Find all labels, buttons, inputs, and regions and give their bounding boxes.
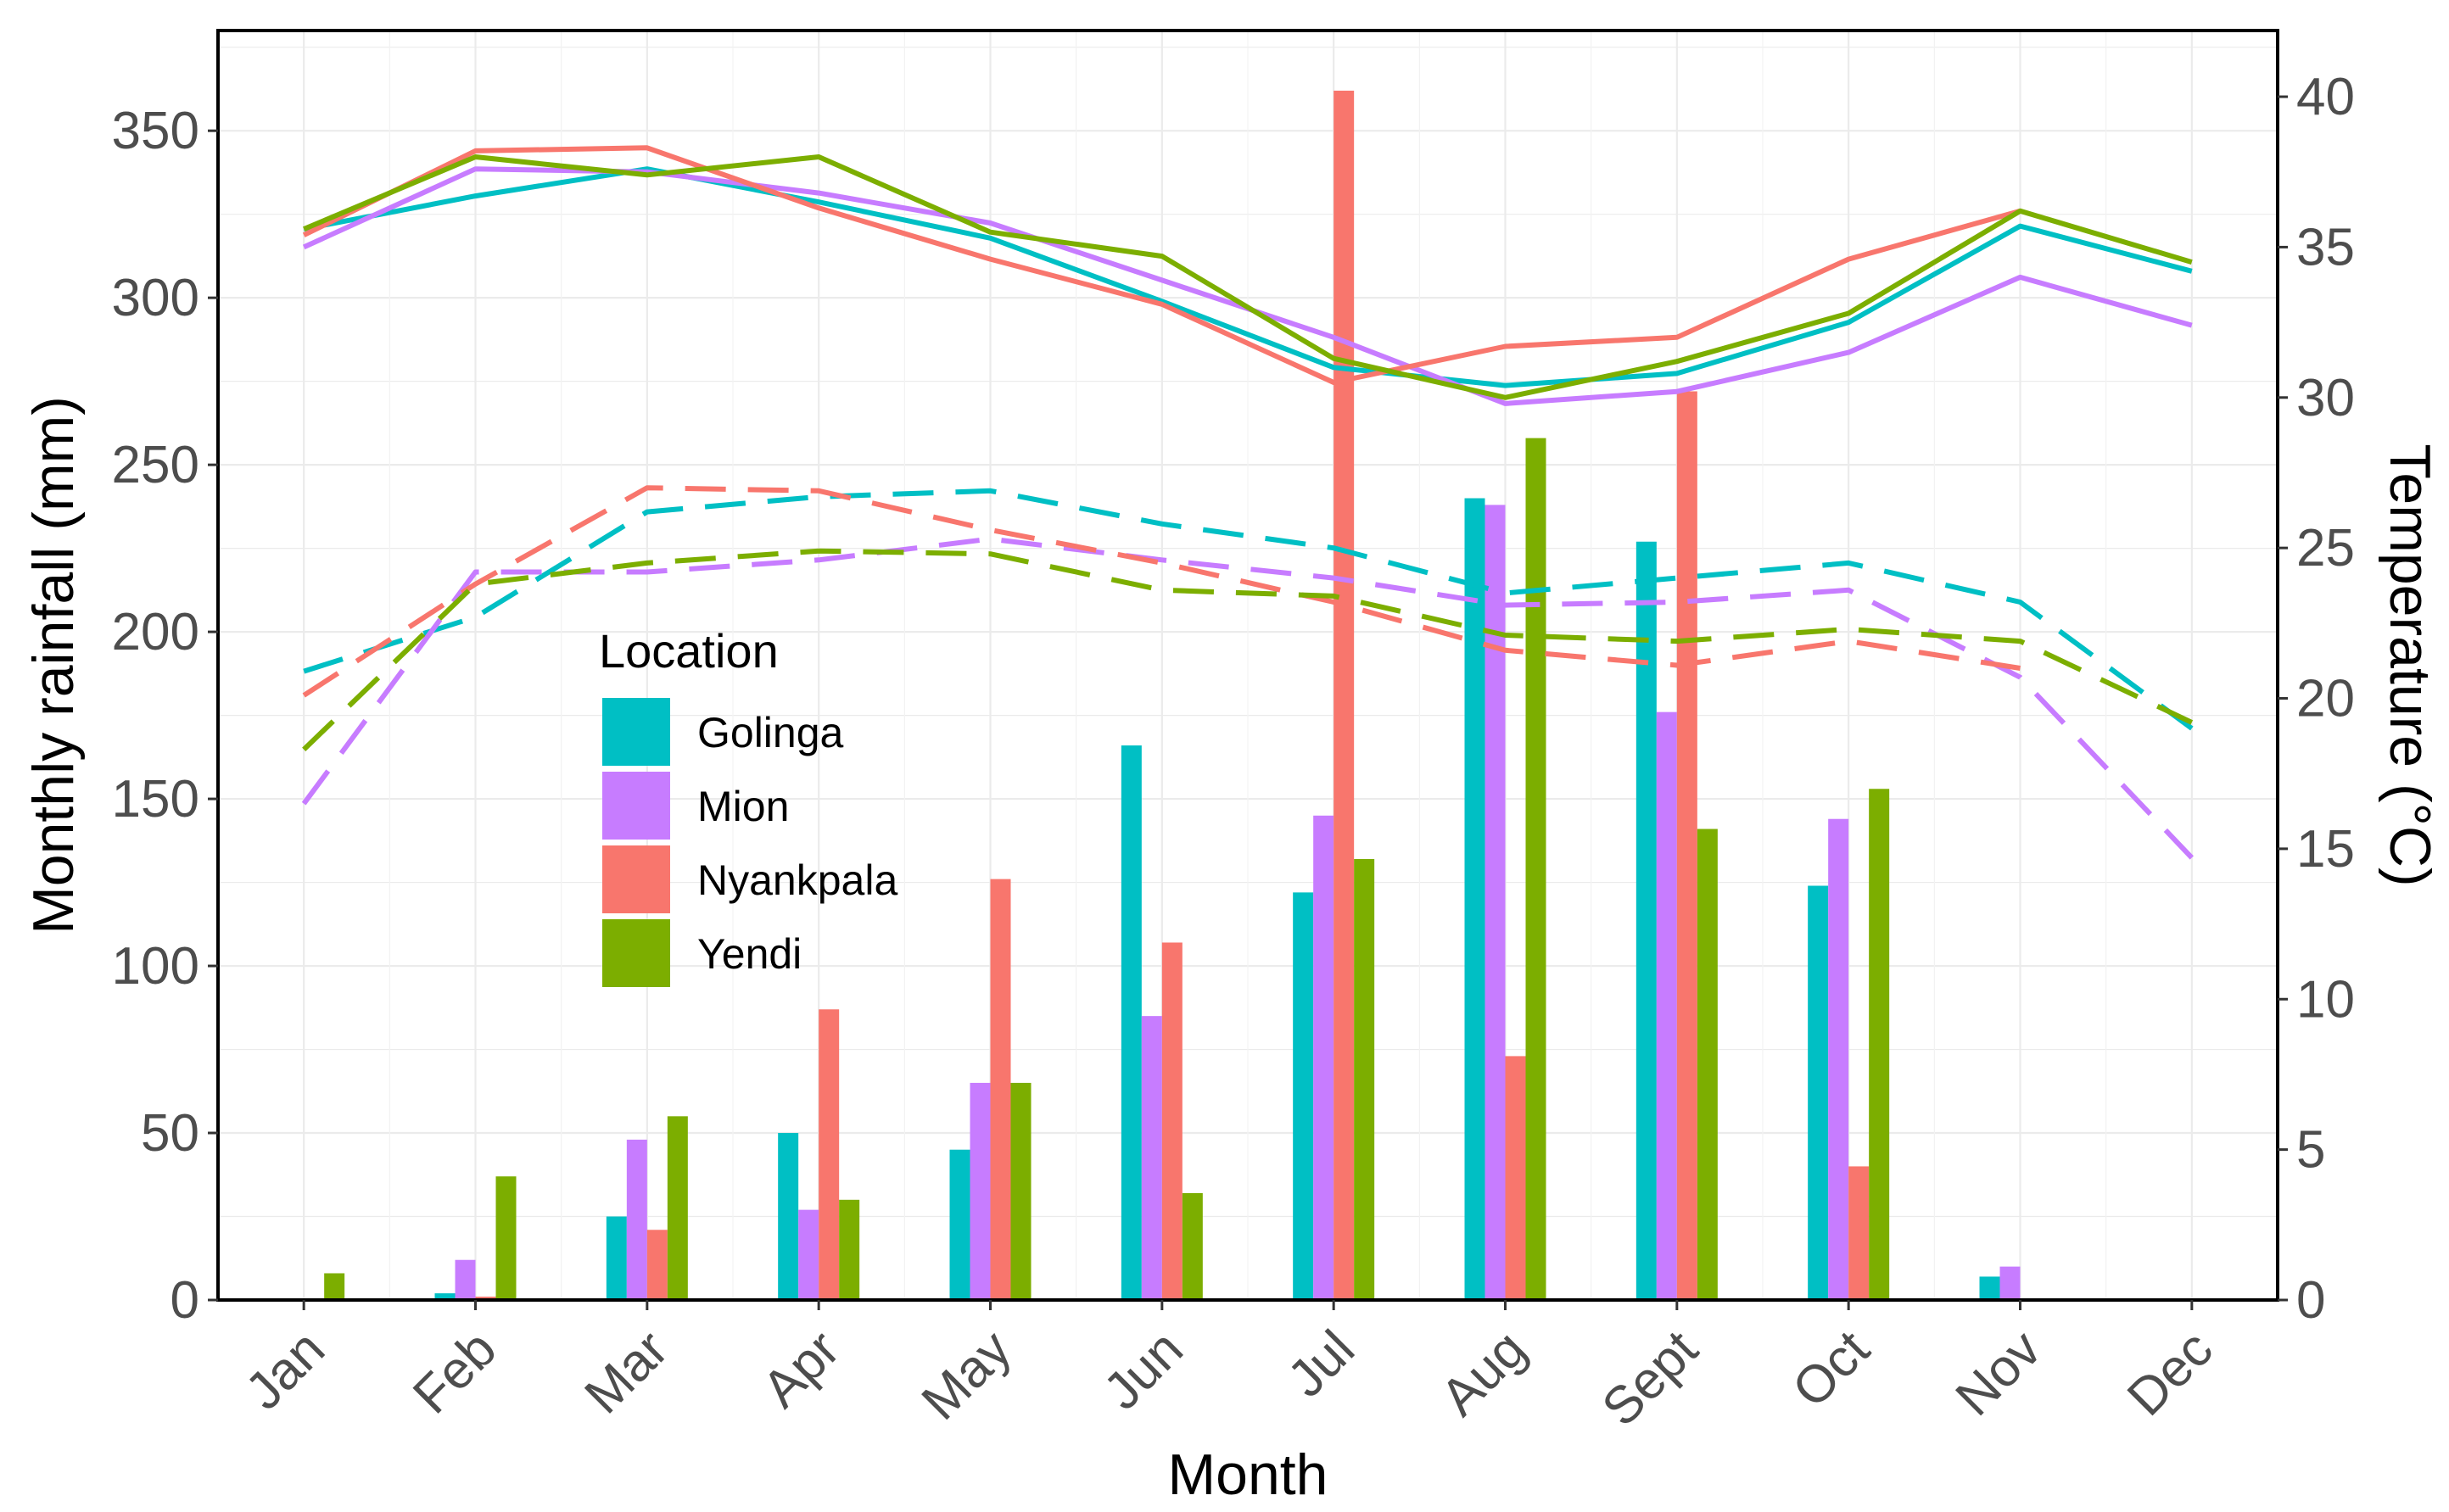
line-tmax-nyankpala (302, 145, 2021, 385)
bar-mion-feb (455, 1259, 476, 1300)
line-tmin-mion (301, 536, 2194, 860)
y-tick-label: 150 (112, 770, 199, 829)
bar-mion-jun (1141, 1016, 1162, 1300)
bar-mion-jul (1313, 815, 1334, 1300)
plot-border (216, 29, 2279, 1302)
bar-yendi-jun (1182, 1192, 1203, 1300)
y-tick-label: 300 (112, 269, 199, 327)
bar-golinga-sept (1635, 541, 1657, 1300)
y2-tick-label: 0 (2296, 1271, 2325, 1330)
bar-yendi-mar (667, 1116, 688, 1300)
bar-golinga-apr (778, 1133, 799, 1300)
legend: Location Golinga Mion Nyankpala Yendi (599, 624, 897, 987)
legend-key-golinga (602, 698, 670, 766)
bar-yendi-feb (495, 1176, 517, 1300)
y2-tick-label: 20 (2296, 670, 2355, 728)
bar-mion-mar (626, 1139, 647, 1300)
bar-nyankpala-apr (819, 1009, 840, 1300)
y2-tick-label: 10 (2296, 970, 2355, 1029)
bar-yendi-jul (1354, 858, 1375, 1300)
bar-golinga-nov (1979, 1276, 2000, 1300)
bar-nyankpala-jun (1161, 942, 1183, 1300)
bar-nyankpala-may (990, 879, 1011, 1300)
y-axis-right: 0 5 10 15 20 25 30 35 40 (2278, 68, 2355, 1330)
legend-label-mion: Mion (697, 783, 789, 830)
bar-golinga-jul (1293, 892, 1314, 1300)
y2-tick-label: 15 (2296, 820, 2355, 879)
y-tick-label: 350 (112, 102, 199, 160)
bar-nyankpala-aug (1505, 1056, 1526, 1300)
bar-mion-aug (1484, 505, 1506, 1300)
legend-key-yendi (602, 919, 670, 987)
legend-title: Location (599, 624, 779, 678)
bar-mion-nov (1999, 1266, 2021, 1300)
y2-tick-label: 30 (2296, 369, 2355, 427)
bar-mion-oct (1828, 818, 1849, 1300)
y2-tick-label: 5 (2296, 1121, 2325, 1180)
bar-yendi-may (1010, 1082, 1032, 1300)
legend-items: Golinga Mion Nyankpala Yendi (602, 698, 897, 987)
bar-golinga-mar (606, 1216, 627, 1300)
bar-nyankpala-mar (646, 1230, 668, 1300)
bar-mion-may (970, 1082, 991, 1300)
bar-nyankpala-sept (1676, 391, 1697, 1301)
temperature-lines (301, 145, 2194, 860)
y2-tick-label: 35 (2296, 218, 2355, 276)
legend-key-nyankpala (602, 845, 670, 913)
bar-yendi-jan (324, 1273, 345, 1300)
y-tick-label: 200 (112, 603, 199, 661)
y-axis-title: Monthly rainfall (mm) (21, 396, 86, 935)
bar-golinga-aug (1464, 498, 1485, 1300)
y-tick-label: 250 (112, 436, 199, 494)
bar-yendi-apr (839, 1199, 860, 1300)
bar-golinga-oct (1808, 885, 1829, 1300)
bar-nyankpala-jul (1334, 90, 1355, 1301)
bar-golinga-feb (434, 1293, 456, 1300)
line-tmin-golinga (303, 488, 2194, 731)
y2-tick-label: 40 (2296, 68, 2355, 126)
y-tick-label: 50 (141, 1104, 199, 1163)
bar-golinga-may (949, 1149, 970, 1300)
rainfall-bars (324, 90, 2021, 1301)
bar-yendi-aug (1525, 438, 1546, 1300)
bar-golinga-jun (1121, 745, 1142, 1300)
y-axis-left: 0 50 100 150 200 250 300 350 (112, 102, 218, 1330)
legend-label-yendi: Yendi (697, 930, 802, 978)
bar-yendi-sept (1697, 829, 1718, 1300)
line-tmin-yendi (302, 548, 2194, 751)
grid (218, 31, 2278, 1302)
line-tmin-nyankpala (302, 485, 2021, 698)
legend-label-golinga: Golinga (697, 709, 844, 756)
y-tick-label: 100 (112, 937, 199, 996)
y-tick-label: 0 (171, 1271, 199, 1330)
y2-tick-label: 25 (2296, 519, 2355, 577)
legend-label-nyankpala: Nyankpala (697, 856, 897, 904)
bar-nyankpala-oct (1848, 1166, 1870, 1300)
legend-key-mion (602, 772, 670, 840)
x-axis-title: Month (1168, 1442, 1328, 1507)
y2-axis-title: Temperature (°C) (2378, 444, 2442, 886)
bar-mion-apr (798, 1209, 819, 1300)
bar-mion-sept (1656, 711, 1677, 1300)
line-tmax-yendi (303, 154, 2193, 400)
bar-yendi-oct (1869, 789, 1890, 1300)
